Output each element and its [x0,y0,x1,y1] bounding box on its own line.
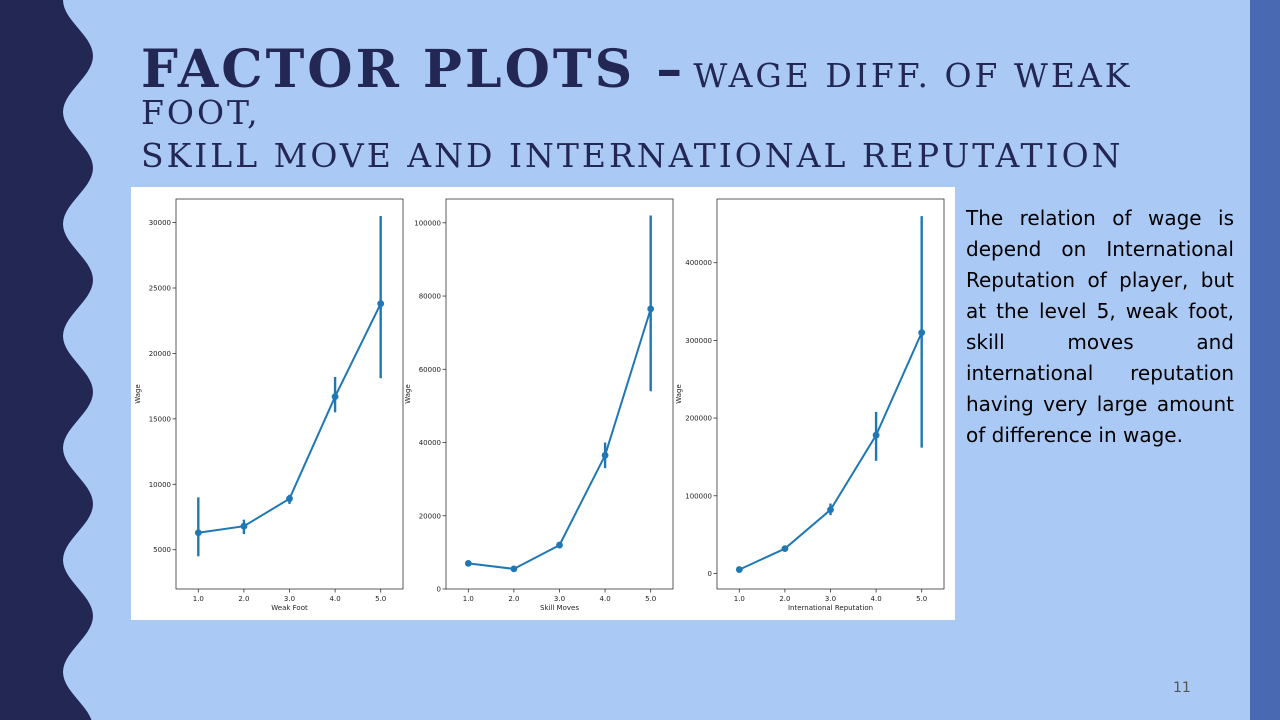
x-tick-label: 5.0 [645,595,656,603]
title-line2: SKILL MOVE AND INTERNATIONAL REPUTATION [141,136,1124,175]
description-text: The relation of wage is depend on Intern… [966,206,1234,447]
y-tick-label: 20000 [419,512,441,520]
data-point [601,451,609,459]
title-main: FACTOR PLOTS – [141,39,686,100]
subplot-3: 0 100000 200000 300000 400000 1.0 2.0 3.0 4.0 5.0… [675,198,945,612]
data-point [377,300,385,308]
y-axis-label: Wage [134,384,142,404]
y-tick-label: 15000 [149,415,171,423]
factor-plots-svg: 5000 10000 15000 20000 25000 30000 1.0 2.0 3.0 4.… [134,198,945,612]
data-point [735,566,743,573]
x-tick-label: 4.0 [600,595,611,603]
y-tick-label: 5000 [153,546,171,554]
x-tick-label: 5.0 [916,595,927,603]
x-tick-label: 1.0 [193,595,204,603]
series-line [468,308,652,570]
y-tick-label: 0 [437,586,441,594]
factor-plots-panel: 5000 10000 15000 20000 25000 30000 1.0 2.0 3.0 4.… [131,187,955,620]
subplot-1: 5000 10000 15000 20000 25000 30000 1.0 2.0 3.0 4.… [134,198,404,612]
title-rest: WAGE DIFF. OF WEAK FOOT, [141,56,1133,132]
plot-frame [445,198,674,590]
page-number: 11 [1173,680,1191,696]
data-point [918,329,926,337]
y-tick-label: 25000 [149,284,171,292]
y-tick-label: 400000 [685,259,712,267]
left-wave-band [0,0,93,720]
data-point [827,506,834,514]
x-axis-label: Skill Moves [540,604,579,612]
data-point [781,545,789,553]
data-point [510,565,518,573]
data-point [647,305,655,313]
x-axis-label: Weak Foot [271,604,308,612]
x-axis-label: International Reputation [788,604,873,612]
data-point [240,522,248,530]
x-tick-label: 4.0 [330,595,341,603]
x-tick-label: 1.0 [734,595,745,603]
data-point [194,529,202,537]
data-point [556,541,563,549]
y-tick-label: 100000 [685,492,712,500]
y-tick-label: 200000 [685,415,712,423]
x-tick-label: 1.0 [463,595,474,603]
y-tick-label: 30000 [149,219,171,227]
data-point [331,393,339,401]
x-tick-label: 3.0 [284,595,295,603]
right-accent-band [1250,0,1280,720]
x-tick-label: 5.0 [375,595,386,603]
data-point [286,495,293,503]
y-axis-label: Wage [675,384,683,404]
y-tick-label: 10000 [149,481,171,489]
x-tick-label: 3.0 [554,595,565,603]
y-tick-label: 40000 [419,439,441,447]
x-tick-label: 2.0 [779,595,790,603]
subplot-2: 0 20000 40000 60000 80000 100000 1.0 2.0 3.0 4.0 5… [404,198,674,612]
y-tick-label: 80000 [419,293,441,301]
y-axis-label: Wage [404,384,412,404]
series-line [738,332,923,571]
data-point [872,431,880,439]
x-tick-label: 3.0 [825,595,836,603]
y-tick-label: 20000 [149,350,171,358]
y-tick-label: 60000 [419,366,441,374]
x-tick-label: 2.0 [508,595,519,603]
data-point [464,559,472,567]
x-tick-label: 2.0 [238,595,249,603]
plot-frame [716,198,945,590]
x-tick-label: 4.0 [871,595,882,603]
y-tick-label: 0 [708,570,712,578]
y-tick-label: 100000 [414,219,441,227]
slide-title: FACTOR PLOTS – WAGE DIFF. OF WEAK FOOT, … [141,44,1221,175]
y-tick-label: 300000 [685,337,712,345]
